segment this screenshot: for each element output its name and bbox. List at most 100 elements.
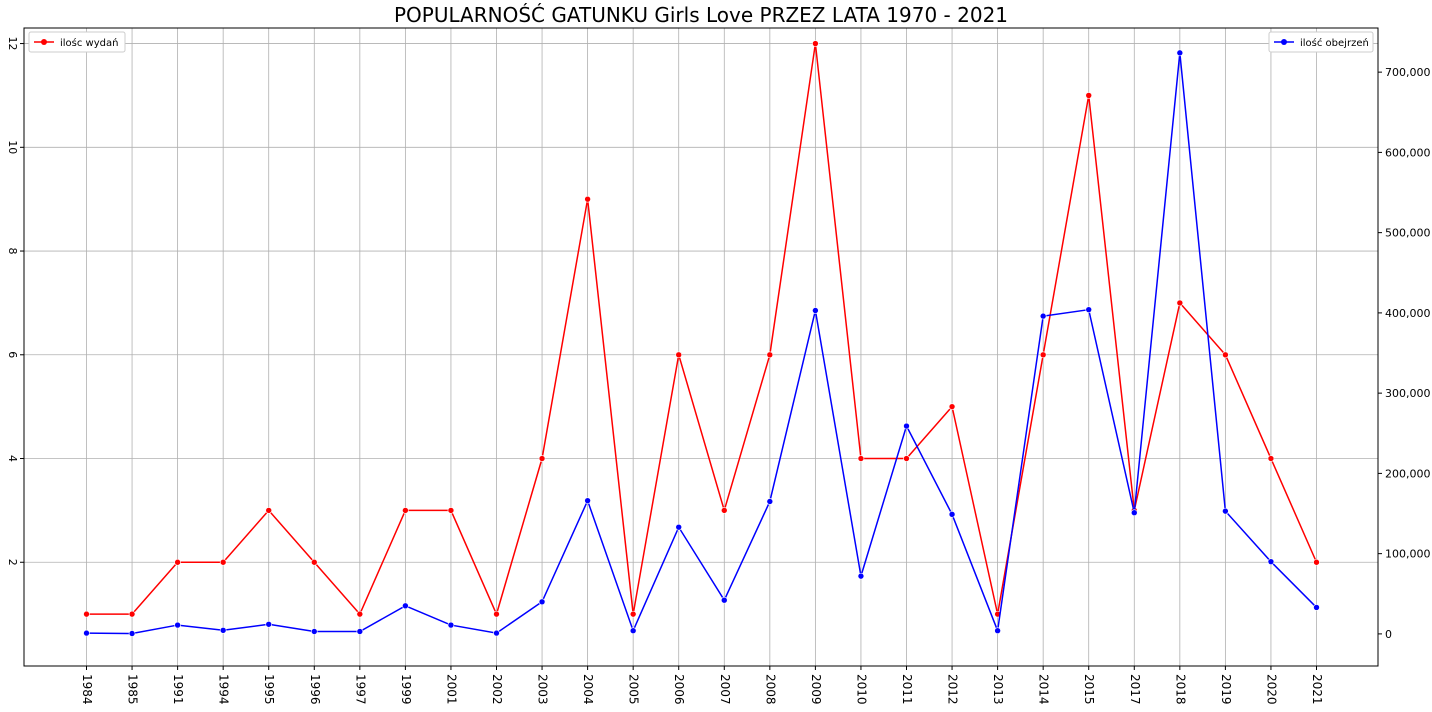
series-2-point: [857, 572, 865, 580]
x-tick-label: 2007: [718, 674, 732, 705]
x-tick-label: 2001: [444, 674, 458, 705]
series-1-point: [812, 40, 819, 47]
right-y-tick-label: 0: [1385, 628, 1392, 641]
x-tick-label: 2015: [1082, 674, 1096, 705]
series-2-point: [629, 627, 637, 634]
x-tick-label: 2021: [1310, 674, 1324, 705]
series-2-point: [1176, 49, 1184, 57]
series-1-point: [83, 610, 90, 618]
series-2-point: [675, 523, 683, 531]
series-2-point: [310, 628, 318, 635]
x-tick-label: 2002: [490, 674, 504, 705]
series-2-point: [538, 598, 546, 606]
left-y-tick-label: 8: [6, 248, 19, 255]
series-1-point: [1176, 299, 1184, 307]
legend-left-label: ilośc wydań: [60, 37, 118, 49]
x-tick-label: 2011: [900, 674, 914, 705]
x-tick-label: 2017: [1128, 674, 1142, 705]
right-y-tick-label: 300,000: [1385, 387, 1431, 400]
x-tick-label: 2014: [1037, 674, 1051, 705]
grid-lines: [24, 28, 1378, 666]
series-2-point: [174, 621, 181, 629]
x-tick-label: 2004: [581, 674, 595, 705]
series-1-point: [128, 610, 136, 618]
x-tick-label: 1997: [353, 674, 367, 705]
series-2-point: [1039, 312, 1047, 320]
series-1-point: [538, 455, 546, 462]
left-y-tick-label: 12: [6, 37, 19, 51]
x-tick-label: 2020: [1264, 674, 1278, 705]
series-2-point: [447, 621, 455, 629]
x-tick-label: 2006: [672, 674, 686, 705]
legend-left-box: [28, 31, 126, 53]
series-1-point: [1039, 351, 1047, 359]
series-1-point: [629, 610, 637, 618]
series-1-point: [720, 507, 728, 514]
x-tick-label: 1984: [80, 674, 94, 705]
series-2-point: [994, 627, 1001, 634]
right-y-tick-label: 100,000: [1385, 548, 1431, 561]
legend-right-marker: [1281, 39, 1287, 45]
series-1-point: [310, 558, 318, 566]
series-1-point: [174, 558, 181, 566]
x-tick-label: 1995: [262, 674, 276, 705]
legend-right-label: ilość obejrzeń: [1300, 37, 1369, 49]
x-tick-label: 1999: [399, 674, 413, 705]
series-2-point: [766, 498, 774, 505]
series-1-point: [356, 610, 364, 618]
series-2-point: [356, 628, 364, 635]
x-tick-label: 1991: [171, 674, 185, 705]
series-1-point: [766, 351, 774, 359]
series-2-point: [219, 626, 227, 634]
left-y-tick-label: 6: [6, 351, 19, 358]
legend-right: ilość obejrzeń: [1268, 31, 1374, 53]
x-axis: 1984 1985 1991 1994 1995 1996 1997 1999 2001 2002…: [80, 666, 1324, 705]
right-y-tick-label: 700,000: [1385, 66, 1431, 79]
left-y-tick-label: 2: [6, 559, 19, 566]
x-tick-label: 2003: [536, 674, 550, 705]
series-2-point: [903, 422, 910, 430]
legend-right-box: [1268, 31, 1374, 53]
right-y-tick-label: 200,000: [1385, 467, 1431, 480]
right-y-tick-label: 600,000: [1385, 146, 1431, 159]
right-y-tick-label: 500,000: [1385, 227, 1431, 240]
legend-left-marker: [41, 39, 47, 45]
x-tick-label: 2010: [854, 674, 868, 705]
x-tick-label: 2005: [627, 674, 641, 705]
series-1-point: [948, 403, 956, 410]
x-tick-label: 2018: [1173, 674, 1187, 705]
left-y-tick-label: 10: [6, 140, 19, 154]
x-tick-label: 1985: [126, 674, 140, 705]
series-2-line: [86, 52, 1318, 635]
series-2-point: [265, 620, 273, 628]
right-y-tick-label: 400,000: [1385, 307, 1431, 320]
series-1-point: [265, 507, 273, 514]
left-y-axis: 2 4 6 8 10 12: [6, 37, 24, 566]
series-2-point: [1085, 306, 1093, 313]
series-1-point: [447, 507, 455, 514]
x-tick-label: 2013: [991, 674, 1005, 705]
series-2-point: [83, 629, 90, 637]
x-tick-label: 1994: [217, 674, 231, 705]
series-1-point: [219, 558, 227, 566]
series-1-point: [584, 195, 591, 203]
series-1-point: [402, 507, 409, 514]
series-1-line: [86, 43, 1318, 617]
plot-area-frame: [23, 27, 1379, 667]
series-1-point: [493, 610, 500, 618]
series-2-point: [812, 307, 819, 314]
right-y-axis: 0 100,000 200,000 300,000 400,000 500,000 600,…: [1378, 66, 1431, 641]
series-1-point: [903, 455, 910, 462]
x-tick-label: 2019: [1219, 674, 1233, 705]
series-2-point: [128, 630, 136, 637]
series-2-point: [720, 596, 728, 604]
series-1-point: [1085, 92, 1093, 99]
series-layer: [83, 40, 1320, 637]
chart-title: POPULARNOŚĆ GATUNKU Girls Love PRZEZ LAT…: [394, 3, 1008, 27]
series-2-point: [948, 511, 956, 518]
series-1-point: [1313, 558, 1320, 566]
series-1-point: [857, 455, 865, 462]
series-1-point: [1267, 455, 1275, 462]
x-tick-label: 1996: [308, 674, 322, 705]
